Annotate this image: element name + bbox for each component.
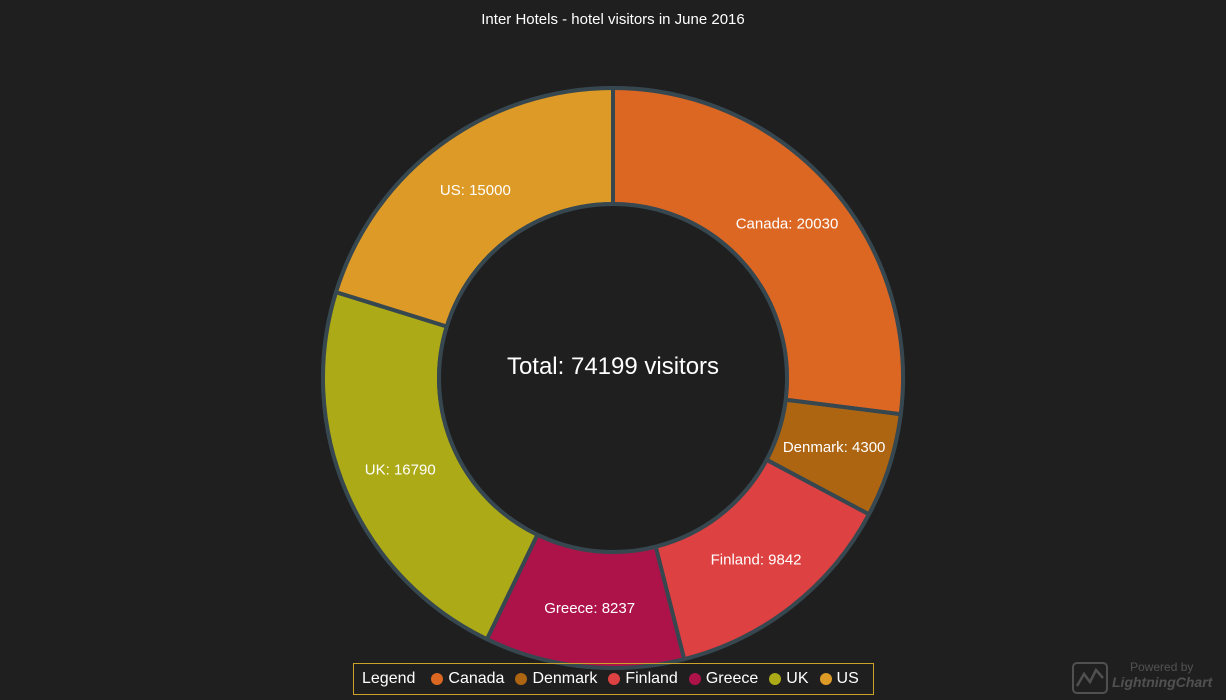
slice-label-denmark: Denmark: 4300 [783,439,886,456]
legend-swatch-denmark [515,673,528,685]
legend-item-denmark[interactable]: Denmark [515,670,597,688]
legend: Legend Canada Denmark Finland Greece UK US [353,663,874,695]
slice-labels-group: Canada: 20030 Denmark: 4300 Finland: 9842 G… [365,182,886,617]
legend-swatch-finland [608,673,621,685]
legend-item-us[interactable]: US [819,670,859,688]
watermark-powered-by: Powered by [1130,660,1194,674]
legend-label-us: US [836,670,859,687]
legend-swatch-greece [688,673,701,685]
legend-label-denmark: Denmark [532,670,598,687]
center-total-label: Total: 74199 visitors [506,353,720,380]
legend-label-greece: Greece [705,670,759,687]
lightningchart-logo-icon [1072,662,1108,694]
legend-entries: Canada Denmark Finland Greece UK US [431,670,859,688]
legend-item-canada[interactable]: Canada [431,670,504,688]
slice-label-finland: Finland: 9842 [711,552,802,569]
legend-title: Legend [362,670,416,687]
slices-group [321,86,905,670]
legend-item-greece[interactable]: Greece [688,670,759,688]
slice-label-greece: Greece: 8237 [544,600,635,617]
legend-swatch-us [819,673,832,685]
chart-title: Inter Hotels - hotel visitors in June 20… [481,11,745,28]
legend-label-canada: Canada [448,670,505,687]
slice-label-uk: UK: 16790 [365,462,436,479]
donut-center-hole [437,202,789,554]
powered-by-watermark: Powered by LightningChart [1072,660,1222,696]
slice-label-us: US: 15000 [440,182,511,199]
watermark-brand: LightningChart [1112,674,1213,690]
legend-item-uk[interactable]: UK [769,670,809,688]
legend-label-uk: UK [786,670,809,687]
legend-item-finland[interactable]: Finland [608,670,678,688]
legend-swatch-uk [769,673,782,685]
slice-label-canada: Canada: 20030 [736,216,839,233]
legend-swatch-canada [431,673,444,685]
legend-label-finland: Finland [625,670,678,687]
